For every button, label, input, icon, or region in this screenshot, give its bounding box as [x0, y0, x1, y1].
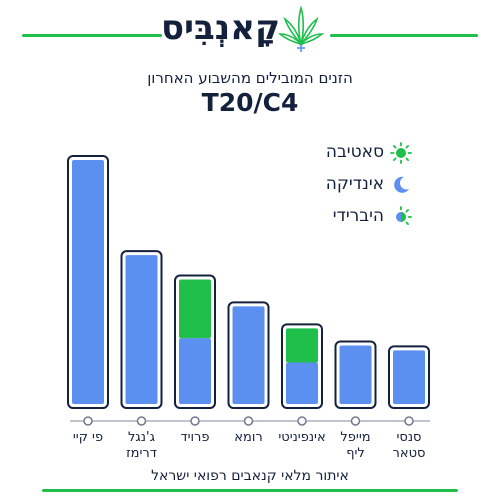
- bar-indica-4: [286, 362, 318, 404]
- footer-rule: [42, 489, 458, 492]
- tick-marker-2: [190, 416, 200, 426]
- bar-indica-6: [393, 350, 425, 404]
- chart-subtitle: הזנים המובילים מהשבוע האחרון: [147, 69, 353, 87]
- moon-icon: [394, 176, 409, 193]
- header: קָאנְבִּיס: [0, 0, 500, 56]
- bar-indica-1: [125, 255, 158, 404]
- legend-item-indica: אינדיקה: [300, 172, 412, 204]
- category-label-1-line-0: ג'נגל: [128, 430, 155, 445]
- tick-marker-4: [297, 416, 307, 426]
- legend: סאטיבה אינדיקה היברידי: [300, 140, 412, 236]
- bar-sativa-4: [286, 328, 318, 363]
- brand-name: קָאנְבִּיס: [160, 8, 280, 48]
- bar-indica-2: [179, 338, 211, 404]
- cannabis-leaf-icon: [278, 5, 324, 52]
- category-label-6-line-1: סטאר: [393, 446, 426, 461]
- category-label-5-line-0: מייפל: [340, 430, 370, 445]
- legend-item-hybrid: היברידי: [300, 204, 412, 236]
- tick-marker-5: [350, 416, 361, 426]
- tick-marker-3: [243, 416, 254, 426]
- tick-marker-1: [136, 416, 147, 426]
- category-label-5-line-1: ליף: [346, 446, 365, 461]
- category-label-3: רומא: [234, 430, 262, 445]
- category-label-2: פרויד: [180, 430, 209, 445]
- category-label-0: פי קיי: [73, 430, 103, 445]
- header-rule-right: [330, 34, 478, 37]
- sun-icon: [390, 142, 412, 164]
- legend-label-hybrid: היברידי: [332, 206, 384, 226]
- bar-indica-5: [339, 345, 372, 404]
- header-rule-left: [22, 34, 162, 37]
- category-label-6-line-0: סנסי: [397, 430, 422, 445]
- footer-text: איתור מלאי קנאבים רפואי ישראל: [151, 468, 349, 484]
- legend-label-sativa: סאטיבה: [325, 142, 384, 162]
- category-label-1-line-1: דרימז: [126, 446, 157, 461]
- category-label-4: אינפיניטי: [278, 430, 325, 445]
- bar-sativa-2: [179, 279, 211, 339]
- bar-indica-0: [72, 160, 104, 404]
- hybrid-icon: [396, 206, 412, 226]
- bar-indica-3: [232, 306, 265, 404]
- legend-item-sativa: סאטיבה: [300, 140, 412, 172]
- tick-marker-0: [83, 416, 93, 426]
- chart-title: T20/C4: [201, 88, 299, 117]
- legend-label-indica: אינדיקה: [325, 174, 384, 194]
- tick-marker-6: [404, 416, 414, 426]
